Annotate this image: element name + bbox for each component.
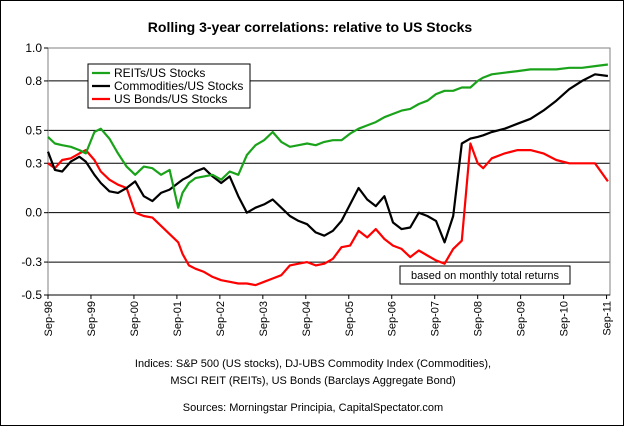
series-line-reits-us-stocks [47, 63, 609, 209]
x-tick-label: Sep-03 [258, 301, 270, 336]
x-tick-label: Sep-08 [473, 301, 485, 336]
y-tick-label: 0.5 [25, 123, 42, 137]
y-tick-label: 0.8 [25, 74, 42, 88]
annotation-text: based on monthly total returns [411, 270, 559, 282]
x-tick-label: Sep-02 [215, 301, 227, 336]
annotation-box-border [399, 265, 571, 285]
y-tick-label: 0.0 [25, 206, 42, 220]
series-lines [46, 63, 609, 287]
footer-indices-line-1: Indices: S&P 500 (US stocks), DJ-UBS Com… [134, 358, 492, 370]
line-chart: Rolling 3-year correlations: relative to… [21, 19, 614, 336]
x-tick-label: Sep-10 [559, 301, 571, 336]
y-tick-label: -0.5 [21, 288, 42, 302]
x-tick-label: Sep-01 [172, 301, 184, 336]
footer-indices-line-2: MSCI REIT (REITs), US Bonds (Barclays Ag… [170, 375, 456, 387]
x-tick-label: Sep-07 [430, 301, 442, 336]
y-axis: -0.5 -0.3 0.0 0.3 0.5 0.8 1.0 [21, 41, 48, 302]
x-tick-label: Sep-05 [344, 301, 356, 336]
y-tick-label: -0.3 [21, 255, 42, 269]
chart-title: Rolling 3-year correlations: relative to… [148, 19, 473, 35]
legend-label-us-bonds-us-stocks: US Bonds/US Stocks [114, 92, 227, 106]
legend-label-reits-us-stocks: REITs/US Stocks [114, 66, 205, 80]
x-tick-label: Sep-99 [86, 301, 98, 336]
x-tick-label: Sep-98 [43, 301, 55, 336]
annotation-box: based on monthly total returns [399, 265, 571, 285]
x-axis: Sep-98 Sep-99 Sep-00 Sep-01 Sep-02 Sep-03 Sep-… [43, 294, 614, 336]
x-tick-label: Sep-09 [516, 301, 528, 336]
series-line-commodities-us-stocks [46, 73, 609, 244]
x-tick-label: Sep-06 [387, 301, 399, 336]
legend-label-commodities-us-stocks: Commodities/US Stocks [114, 79, 243, 93]
x-tick-label: Sep-00 [129, 301, 141, 336]
x-tick-label: Sep-04 [301, 301, 313, 336]
legend-box [87, 63, 251, 109]
x-tick-label: Sep-11 [602, 301, 614, 336]
y-tick-label: 0.3 [25, 156, 42, 170]
y-tick-label: 1.0 [25, 41, 42, 55]
footer-sources: Sources: Morningstar Principia, CapitalS… [182, 402, 444, 414]
series-line-us-bonds-us-stocks [47, 142, 609, 287]
